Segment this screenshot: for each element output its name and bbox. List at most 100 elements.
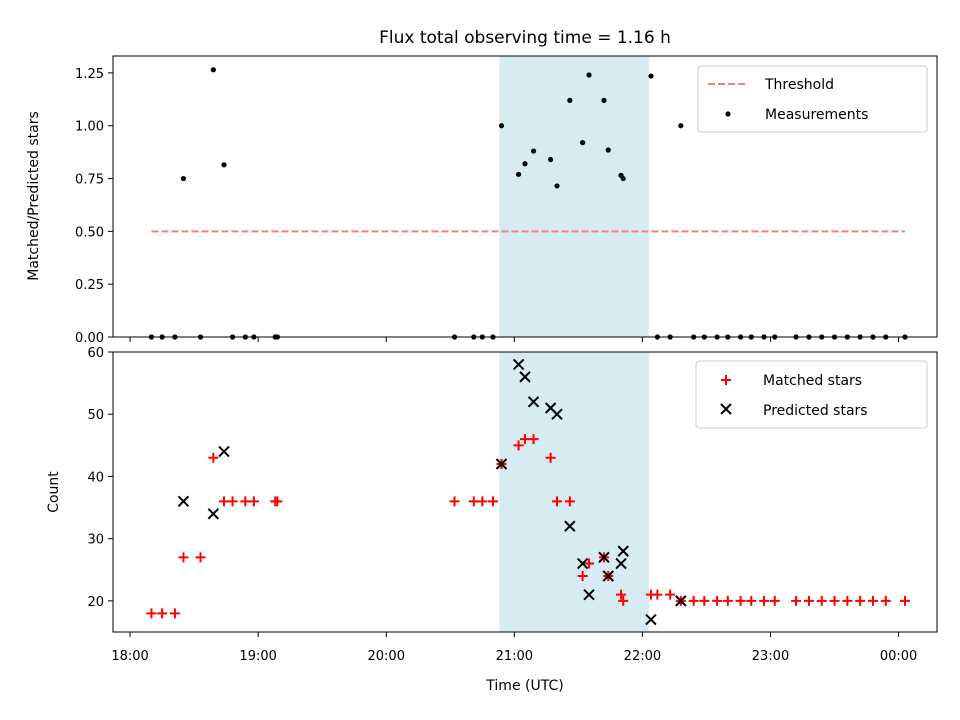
top-y-tick-label: 1.25 xyxy=(75,67,104,82)
x-tick-label: 20:00 xyxy=(368,649,405,664)
bottom-y-tick-label: 30 xyxy=(87,533,104,548)
matched-star-marker xyxy=(169,608,180,619)
matched-star-marker xyxy=(178,552,189,563)
x-axis-label: Time (UTC) xyxy=(485,678,563,694)
matched-star-marker xyxy=(735,595,746,606)
predicted-star-marker xyxy=(675,595,687,607)
matched-star-marker xyxy=(688,595,699,606)
shaded-region-top xyxy=(499,56,649,337)
predicted-star-marker xyxy=(207,508,220,520)
top-y-tick-label: 0.50 xyxy=(75,225,104,240)
x-tick-label: 19:00 xyxy=(239,649,276,664)
top-y-tick-label: 0.00 xyxy=(75,331,104,346)
matched-star-marker xyxy=(842,595,853,606)
bottom-y-tick-label: 60 xyxy=(87,346,104,361)
top-y-axis-label: Matched/Predicted stars xyxy=(26,111,42,281)
top-axes-frame xyxy=(112,55,938,338)
top-legend: Threshold Measurements xyxy=(697,65,928,133)
bottom-y-tick-label: 50 xyxy=(87,408,104,423)
shaded-region-bottom xyxy=(499,352,649,632)
measurement-point xyxy=(620,175,626,182)
matched-star-marker xyxy=(477,496,488,507)
predicted-star-marker xyxy=(564,520,576,532)
matched-star-marker xyxy=(746,595,757,606)
matched-star-marker xyxy=(652,589,663,600)
predicted-star-marker xyxy=(615,557,627,570)
measurement-point xyxy=(648,73,654,79)
predicted-star-marker xyxy=(519,371,531,383)
bottom-axes-frame xyxy=(112,351,938,633)
matched-star-marker xyxy=(520,434,530,445)
legend-measurements-label: Measurements xyxy=(765,107,868,123)
matched-star-marker xyxy=(880,595,891,606)
matched-star-marker xyxy=(564,496,575,507)
measurement-point xyxy=(580,140,586,146)
measurement-point xyxy=(567,97,573,103)
legend-predicted-label: Predicted stars xyxy=(763,403,868,419)
bottom-y-tick-label: 40 xyxy=(87,470,104,485)
measurement-point xyxy=(530,148,537,154)
legend-matched-swatch xyxy=(721,375,731,385)
matched-star-marker xyxy=(769,595,780,606)
matched-star-marker xyxy=(227,496,238,507)
measurement-point xyxy=(554,183,560,189)
measurement-point xyxy=(548,156,554,163)
measurement-point xyxy=(678,123,684,129)
matched-star-marker xyxy=(545,452,556,463)
bottom-y-tick-label: 20 xyxy=(87,595,104,610)
predicted-star-marker xyxy=(512,358,525,371)
x-tick-label: 21:00 xyxy=(496,649,533,664)
matched-star-marker xyxy=(146,608,157,619)
x-tick-label: 23:00 xyxy=(752,649,789,664)
bottom-panel: 20 30 40 50 60 18:00 19:00 20:00 21:00 22:00 23:00… xyxy=(46,346,938,694)
matched-star-marker xyxy=(584,558,595,569)
figure-title: Flux total observing time = 1.16 h xyxy=(379,28,671,48)
matched-star-marker xyxy=(616,589,627,600)
measurement-point xyxy=(180,175,187,182)
matched-star-marker xyxy=(855,595,866,606)
matched-star-marker xyxy=(449,496,460,507)
matched-star-marker xyxy=(867,595,878,606)
predicted-star-marker xyxy=(617,545,629,557)
x-tick-label: 22:00 xyxy=(624,649,661,664)
matched-star-marker xyxy=(829,595,840,606)
measurement-point xyxy=(221,162,227,168)
matched-star-marker xyxy=(528,434,539,445)
predicted-star-marker xyxy=(527,396,540,408)
measurement-point xyxy=(210,67,216,73)
x-tick-label: 00:00 xyxy=(880,649,917,664)
predicted-star-marker xyxy=(218,445,230,458)
matched-star-marker xyxy=(816,595,827,606)
matched-star-marker xyxy=(759,595,770,606)
predicted-star-marker xyxy=(602,570,614,582)
matched-star-marker xyxy=(195,552,206,563)
matched-star-marker xyxy=(219,496,230,507)
matched-star-marker xyxy=(468,496,479,507)
matched-star-marker xyxy=(552,496,563,507)
predicted-star-marker xyxy=(551,408,563,420)
matched-star-marker xyxy=(248,496,259,507)
predicted-star-marker xyxy=(495,458,508,470)
top-panel: 0.00 0.25 0.50 0.75 1.00 1.25 Matched/Predict… xyxy=(26,55,938,346)
legend-matched-label: Matched stars xyxy=(763,373,862,389)
predicted-star-marker xyxy=(576,557,589,570)
matched-star-marker xyxy=(272,496,283,507)
predicted-star-marker xyxy=(598,551,610,564)
matched-star-marker xyxy=(803,595,814,606)
measurement-point xyxy=(586,72,592,78)
top-y-tick-label: 0.25 xyxy=(75,278,104,293)
matched-star-marker xyxy=(899,595,910,606)
matched-star-marker xyxy=(208,452,219,463)
legend-measurements-swatch xyxy=(725,111,731,117)
predicted-star-marker xyxy=(645,613,657,626)
predicted-star-marker xyxy=(177,495,190,508)
matched-star-marker xyxy=(699,595,710,606)
top-y-tick-label: 1.00 xyxy=(75,120,104,135)
top-y-tick-label: 0.75 xyxy=(75,173,104,188)
bottom-y-axis-label: Count xyxy=(46,471,62,513)
matched-star-marker xyxy=(487,496,498,507)
legend-threshold-label: Threshold xyxy=(764,77,834,93)
matched-star-marker xyxy=(240,496,251,507)
matched-star-marker xyxy=(157,608,168,619)
